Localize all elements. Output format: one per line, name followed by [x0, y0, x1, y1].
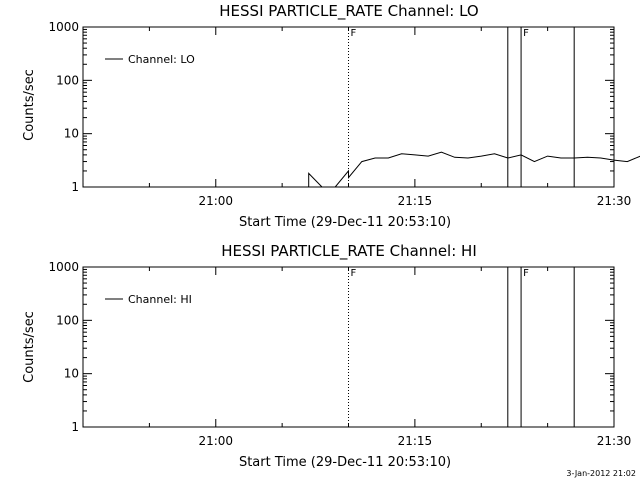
event-marker-label: F — [351, 268, 357, 279]
y-tick-label: 1000 — [48, 20, 79, 34]
y-axis-label: Counts/sec — [22, 311, 37, 383]
event-marker-label: F — [523, 28, 529, 39]
legend-label: Channel: HI — [128, 293, 192, 306]
y-tick-label: 10 — [64, 127, 79, 141]
chart-panel-hi: HESSI PARTICLE_RATE Channel: HI Counts/s… — [22, 242, 632, 470]
timestamp: 3-Jan-2012 21:02 — [566, 469, 636, 478]
series-line — [308, 151, 640, 188]
x-axis-label: Start Time (29-Dec-11 20:53:10) — [239, 215, 451, 230]
y-tick-label: 100 — [56, 313, 79, 327]
chart-title: HESSI PARTICLE_RATE Channel: LO — [219, 2, 478, 21]
y-tick-label: 10 — [64, 367, 79, 381]
x-tick-label: 21:30 — [597, 194, 632, 208]
y-tick-label: 1 — [71, 420, 79, 434]
y-tick-label: 1 — [71, 180, 79, 194]
legend-label: Channel: LO — [128, 53, 195, 66]
y-tick-label: 100 — [56, 73, 79, 87]
x-axis-label: Start Time (29-Dec-11 20:53:10) — [239, 455, 451, 470]
event-marker-label: F — [351, 28, 357, 39]
x-tick-label: 21:30 — [597, 434, 632, 448]
x-tick-label: 21:15 — [398, 194, 433, 208]
chart-panel-lo: HESSI PARTICLE_RATE Channel: LO Counts/s… — [22, 2, 640, 230]
event-marker-label: F — [523, 268, 529, 279]
x-tick-label: 21:00 — [198, 434, 233, 448]
y-axis-label: Counts/sec — [22, 69, 37, 141]
y-tick-label: 1000 — [48, 260, 79, 274]
chart-title: HESSI PARTICLE_RATE Channel: HI — [221, 242, 477, 261]
x-tick-label: 21:15 — [398, 434, 433, 448]
x-tick-label: 21:00 — [198, 194, 233, 208]
